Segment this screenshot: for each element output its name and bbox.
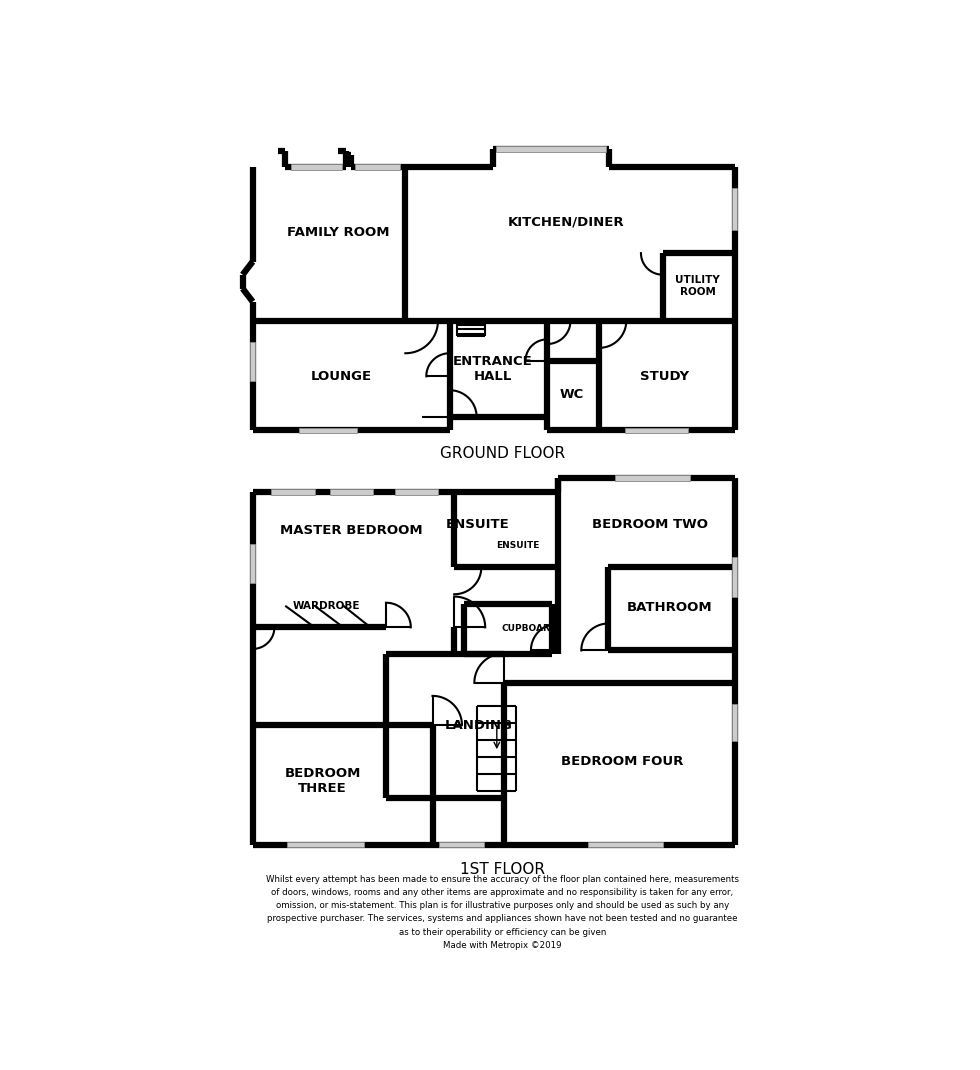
Text: STUDY: STUDY xyxy=(641,370,690,383)
Text: BEDROOM
THREE: BEDROOM THREE xyxy=(284,767,361,795)
Text: KITCHEN/DINER: KITCHEN/DINER xyxy=(508,216,624,229)
Text: Whilst every attempt has been made to ensure the accuracy of the floor plan cont: Whilst every attempt has been made to en… xyxy=(266,875,739,950)
Bar xyxy=(496,147,606,152)
Text: WC: WC xyxy=(560,388,584,401)
Bar xyxy=(732,556,738,597)
Text: LANDING: LANDING xyxy=(445,719,513,732)
Bar xyxy=(299,428,358,433)
Bar xyxy=(355,164,400,169)
Text: FAMILY ROOM: FAMILY ROOM xyxy=(287,226,389,239)
Text: GROUND FLOOR: GROUND FLOOR xyxy=(440,446,564,461)
Bar xyxy=(291,164,342,169)
Text: MASTER BEDROOM: MASTER BEDROOM xyxy=(280,524,422,537)
Text: WARDROBE: WARDROBE xyxy=(293,600,360,611)
Bar xyxy=(330,489,372,494)
Text: BATHROOM: BATHROOM xyxy=(627,601,712,614)
Bar xyxy=(395,489,438,494)
Bar xyxy=(287,842,365,847)
Bar xyxy=(624,428,688,433)
Text: ENTRANCE
HALL: ENTRANCE HALL xyxy=(453,354,533,383)
Text: ENSUITE: ENSUITE xyxy=(496,541,539,550)
Text: LOUNGE: LOUNGE xyxy=(311,370,371,383)
Bar xyxy=(250,342,256,381)
Bar xyxy=(587,842,663,847)
Bar xyxy=(250,545,256,583)
Bar xyxy=(439,842,484,847)
Bar xyxy=(271,489,316,494)
Bar xyxy=(732,187,738,230)
Text: CUPBOARD: CUPBOARD xyxy=(501,625,558,633)
Text: BEDROOM TWO: BEDROOM TWO xyxy=(592,519,708,532)
Bar xyxy=(614,475,690,480)
Bar xyxy=(732,704,738,740)
Text: ENSUITE: ENSUITE xyxy=(446,518,510,531)
Text: UTILITY
ROOM: UTILITY ROOM xyxy=(675,275,720,297)
Text: BEDROOM FOUR: BEDROOM FOUR xyxy=(562,754,684,768)
Text: 1ST FLOOR: 1ST FLOOR xyxy=(460,861,545,876)
